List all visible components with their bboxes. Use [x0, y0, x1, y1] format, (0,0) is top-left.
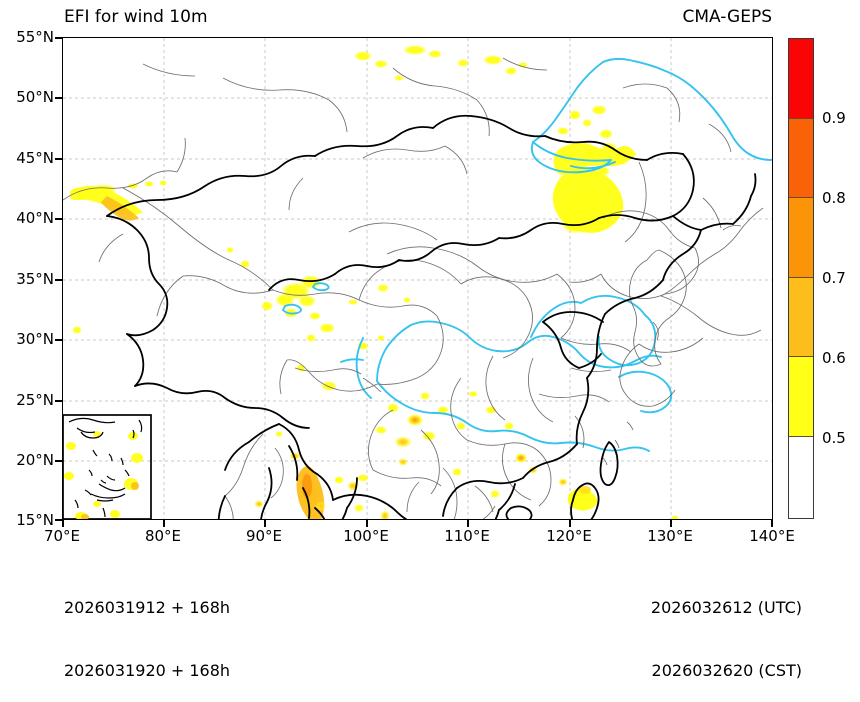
y-tick-mark	[55, 400, 63, 402]
colorbar-tick-label: 0.6	[822, 349, 846, 367]
colorbar-band-0.6-0.7	[789, 277, 813, 357]
colorbar-band-0.7-0.8	[789, 198, 813, 278]
colorbar-band-below-0.5	[789, 436, 813, 518]
y-tick-mark	[55, 158, 63, 160]
map-plot-area[interactable]	[62, 37, 773, 520]
x-tick-mark	[771, 519, 773, 527]
x-tick-label: 130°E	[647, 527, 693, 545]
y-tick-label: 35°N	[16, 270, 54, 288]
x-tick-label: 120°E	[546, 527, 592, 545]
page-title: EFI for wind 10m	[64, 7, 208, 27]
y-tick-label: 30°N	[16, 330, 54, 348]
x-tick-mark	[569, 519, 571, 527]
province-border-layer	[63, 57, 764, 519]
y-tick-mark	[55, 37, 63, 39]
colorbar-tick-label: 0.9	[822, 109, 846, 127]
y-tick-label: 15°N	[16, 511, 54, 529]
y-tick-mark	[55, 460, 63, 462]
footer-valid-time: 2026032612 (UTC) 2026032620 (CST)	[651, 555, 802, 702]
colorbar-tick-label: 0.8	[822, 189, 846, 207]
y-tick-label: 40°N	[16, 209, 54, 227]
x-tick-label: 140°E	[749, 527, 795, 545]
colorbar-band-0.9-1.0	[789, 39, 813, 119]
national-border-layer	[106, 114, 757, 519]
colorbar-tick-label: 0.5	[822, 429, 846, 447]
footer-left-line-2: 2026031920 + 168h	[64, 661, 231, 680]
model-name-label: CMA-GEPS	[682, 7, 772, 27]
x-tick-label: 110°E	[444, 527, 490, 545]
y-tick-mark	[55, 218, 63, 220]
map-canvas	[63, 38, 772, 519]
y-tick-label: 55°N	[16, 28, 54, 46]
map-gridlines	[63, 38, 772, 519]
y-tick-mark	[55, 339, 63, 341]
footer-right-line-2: 2026032620 (CST)	[651, 661, 802, 680]
colorbar-tick-label: 0.7	[822, 269, 846, 287]
x-tick-mark	[264, 519, 266, 527]
y-tick-label: 45°N	[16, 149, 54, 167]
x-tick-label: 90°E	[245, 527, 283, 545]
colorbar-band-0.5-0.6	[789, 357, 813, 437]
x-tick-label: 70°E	[43, 527, 81, 545]
x-tick-mark	[467, 519, 469, 527]
river-layer	[282, 57, 772, 452]
footer-init-time: 2026031912 + 168h 2026031920 + 168h	[64, 555, 230, 702]
x-tick-mark	[670, 519, 672, 527]
colorbar-band-0.8-0.9	[789, 118, 813, 198]
x-tick-mark	[163, 519, 165, 527]
efi-shading-layer	[69, 45, 679, 519]
y-tick-mark	[55, 97, 63, 99]
x-tick-label: 100°E	[343, 527, 389, 545]
y-tick-mark	[55, 519, 63, 521]
colorbar[interactable]	[788, 38, 814, 519]
x-tick-label: 80°E	[144, 527, 182, 545]
y-tick-label: 25°N	[16, 391, 54, 409]
y-tick-mark	[55, 279, 63, 281]
y-tick-label: 20°N	[16, 451, 54, 469]
south-china-sea-inset	[63, 414, 152, 519]
x-tick-mark	[62, 519, 64, 527]
x-tick-mark	[366, 519, 368, 527]
y-tick-label: 50°N	[16, 88, 54, 106]
